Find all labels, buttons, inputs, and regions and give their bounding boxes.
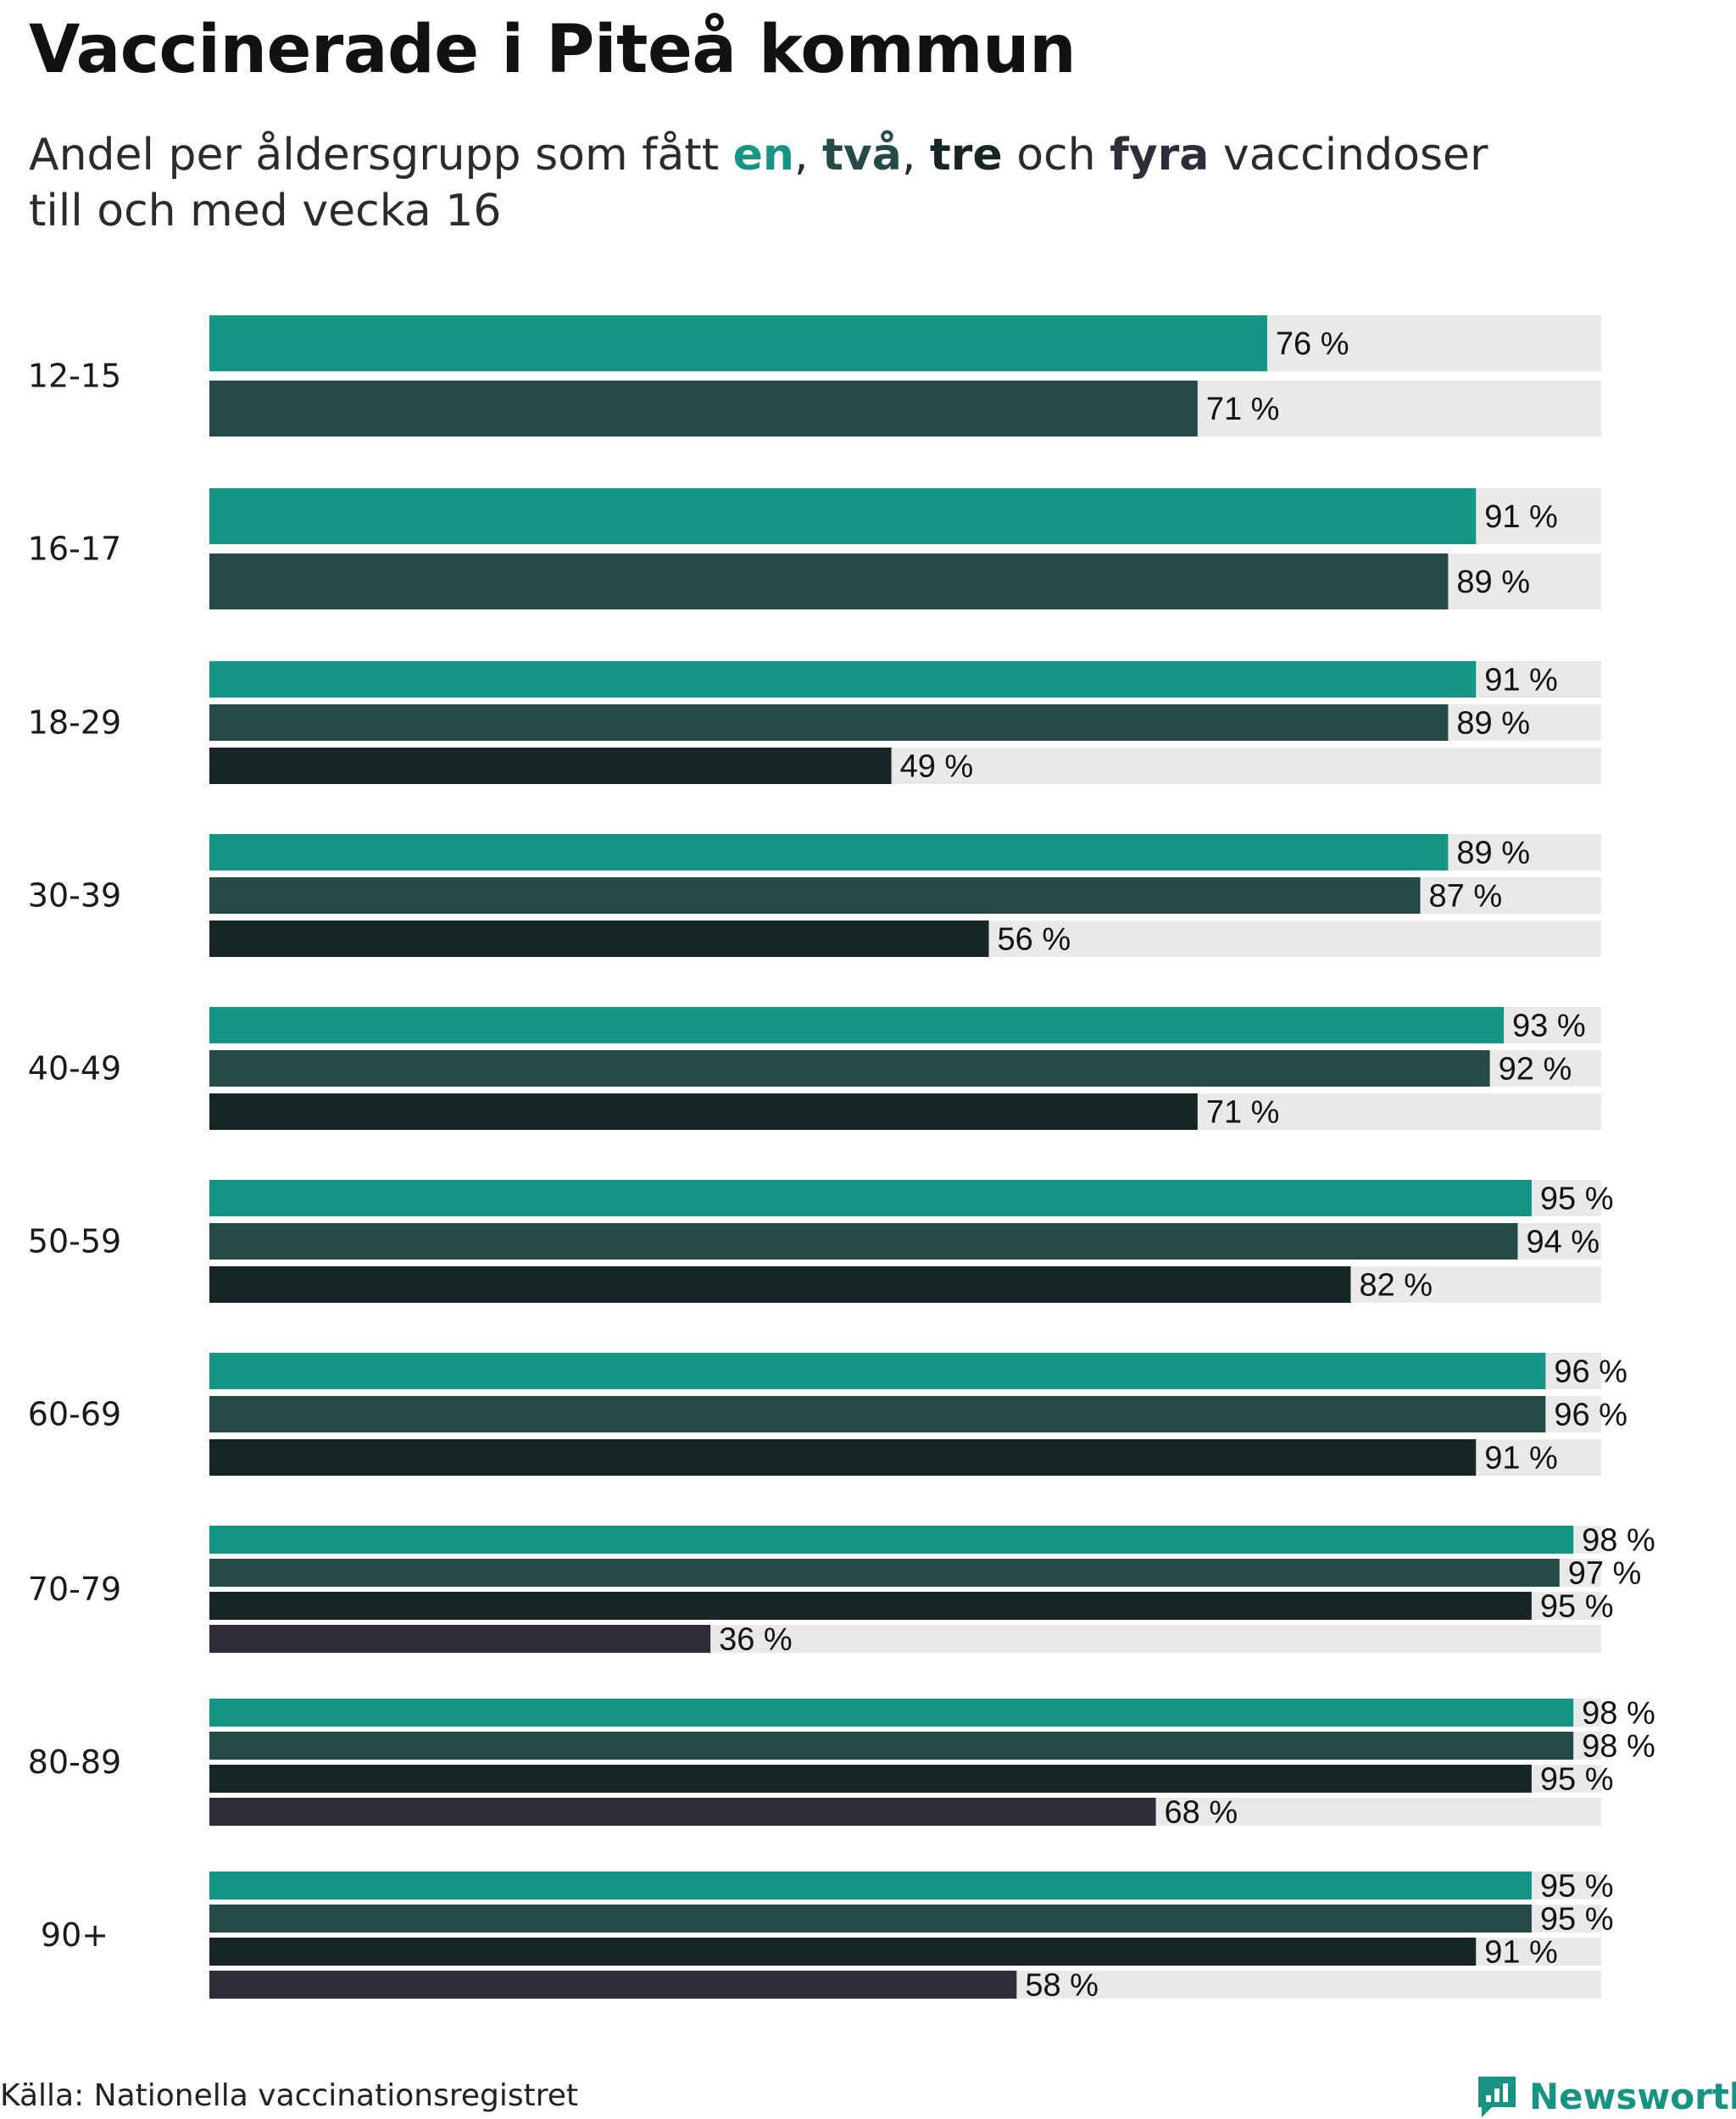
data-label: 98 % [1582,1729,1655,1765]
bar-tre [209,1765,1532,1793]
bar-group-40-49: 40-49 93 % 92 % 71 % [28,1007,1601,1131]
bar-en [209,1007,1505,1043]
data-label: 71 % [1206,392,1280,427]
subtitle-separator: och [1002,130,1110,181]
subtitle-prefix: Andel per åldersgrupp som fått [29,130,733,181]
data-label: 82 % [1359,1268,1433,1304]
category-label: 80-89 [28,1744,121,1781]
bar-två [209,1050,1490,1087]
data-label: 95 % [1540,1182,1614,1217]
bar-fyra [209,1971,1017,1999]
bar-group-90+: 90+95 %95 %91 %58 % [41,1869,1614,2004]
bar-två [209,704,1449,741]
data-label: 91 % [1484,663,1558,698]
bar-tre [209,1938,1477,1966]
data-label: 96 % [1554,1354,1628,1390]
category-label: 18-29 [28,704,121,742]
bar-två [209,1223,1518,1260]
data-label: 98 % [1582,1523,1655,1559]
bar-tre [209,1093,1198,1130]
data-label: 56 % [998,922,1071,958]
bar-group-12-15: 12-15 76 % 71 % [28,315,1601,437]
bar-tre [209,1266,1351,1303]
legend-dose-4: fyra [1110,130,1210,181]
bar-två [209,1559,1560,1587]
subtitle-period: till och med vecka 16 [29,186,502,236]
bar-en [209,1353,1546,1389]
bar-en [209,1872,1532,1899]
bar-group-18-29: 18-29 91 % 89 % 49 % [28,661,1601,785]
bar-group-30-39: 30-39 89 % 87 % 56 % [28,834,1601,958]
bar-chart: 12-15 76 % 71 % 16-17 91 % 89 % 18-29 91 % 89 % 4… [28,315,1655,2004]
newsworthy-logo-icon [1478,2077,1516,2117]
category-label: 12-15 [28,358,121,395]
subtitle-separator: , [793,130,823,181]
data-label: 89 % [1456,706,1530,742]
bar-tre [209,920,989,957]
bar-en [209,834,1449,870]
category-label: 40-49 [28,1050,121,1087]
data-label: 92 % [1499,1052,1572,1087]
bar-group-50-59: 50-59 95 % 94 % 82 % [28,1180,1614,1304]
data-label: 87 % [1429,879,1503,915]
bar-två [209,1396,1546,1432]
bar-en [209,315,1267,371]
subtitle-separator: , [901,130,930,181]
data-label: 94 % [1526,1225,1600,1260]
chart-title: Vaccinerade i Piteå kommun [29,12,1077,88]
data-label: 76 % [1276,326,1349,362]
bar-tre [209,1592,1532,1620]
category-label: 30-39 [28,877,121,915]
bar-två [209,381,1198,437]
category-label: 50-59 [28,1223,121,1260]
bar-en [209,1699,1574,1727]
source-note: Källa: Nationella vaccinationsregistret [0,2078,578,2113]
legend-dose-1: en [732,130,794,181]
legend-dose-2: två [822,130,902,181]
category-label: 70-79 [28,1571,121,1608]
data-label: 95 % [1540,1589,1614,1625]
data-label: 95 % [1540,1869,1614,1905]
data-label: 91 % [1484,1935,1558,1971]
data-label: 97 % [1568,1556,1642,1592]
bar-group-60-69: 60-69 96 % 96 % 91 % [28,1353,1628,1477]
category-label: 90+ [41,1916,108,1954]
bar-två [209,1732,1574,1760]
data-label: 58 % [1025,1968,1099,2004]
data-label: 49 % [900,749,974,785]
bar-en [209,1180,1532,1216]
category-label: 60-69 [28,1396,121,1433]
data-label: 95 % [1540,1762,1614,1798]
bar-group-70-79: 70-79 98 %97 %95 % 36 % [28,1523,1655,1658]
bar-två [209,553,1449,609]
data-label: 36 % [719,1622,793,1658]
chart-subtitle: Andel per åldersgrupp som fått en, två, … [29,127,1639,239]
data-label: 98 % [1582,1696,1655,1732]
data-label: 71 % [1206,1095,1280,1131]
data-label: 91 % [1484,499,1558,535]
bar-en [209,1526,1574,1554]
data-label: 89 % [1456,565,1530,600]
bar-två [209,877,1421,914]
bar-tre [209,1439,1477,1476]
bar-två [209,1905,1532,1933]
data-label: 95 % [1540,1902,1614,1938]
data-label: 68 % [1165,1795,1238,1831]
data-label: 96 % [1554,1398,1628,1433]
data-label: 93 % [1512,1009,1586,1044]
legend-dose-3: tre [929,130,1003,181]
bar-fyra [209,1798,1156,1826]
data-label: 91 % [1484,1441,1558,1477]
bar-en [209,661,1477,698]
bar-en [209,488,1477,544]
bar-tre [209,748,892,784]
subtitle-suffix: vaccindoser [1209,130,1488,181]
bar-group-16-17: 16-17 91 % 89 % [28,488,1601,609]
brand-name: Newsworthy [1529,2075,1736,2117]
data-label: 89 % [1456,836,1530,871]
bar-fyra [209,1625,711,1653]
category-label: 16-17 [28,531,121,568]
brand-logo[interactable]: Newsworthy [1475,2073,1736,2119]
